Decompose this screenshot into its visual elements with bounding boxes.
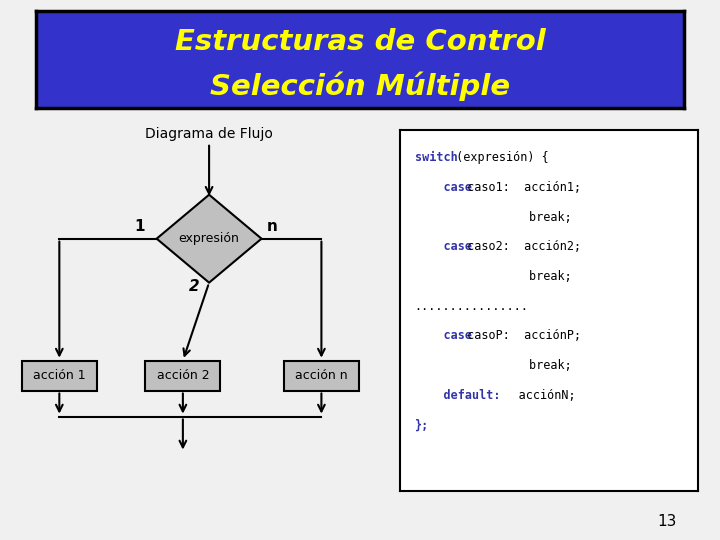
Text: acción n: acción n [295, 369, 348, 382]
Text: case: case [415, 181, 472, 194]
Text: 1: 1 [134, 219, 145, 234]
Text: acciónN;: acciónN; [482, 389, 575, 402]
Text: n: n [267, 219, 278, 234]
FancyBboxPatch shape [284, 361, 359, 390]
Text: caso2:  acción2;: caso2: acción2; [460, 240, 581, 253]
Text: acción 1: acción 1 [33, 369, 86, 382]
Text: };: }; [415, 418, 429, 431]
Text: switch: switch [415, 151, 457, 164]
Text: expresión: expresión [179, 232, 240, 245]
Text: default:: default: [415, 389, 500, 402]
Text: acción 2: acción 2 [156, 369, 210, 382]
FancyBboxPatch shape [145, 361, 220, 390]
FancyBboxPatch shape [22, 361, 96, 390]
Text: ................: ................ [415, 300, 528, 313]
Text: break;: break; [415, 270, 571, 283]
Text: Estructuras de Control: Estructuras de Control [175, 28, 545, 56]
Text: break;: break; [415, 359, 571, 372]
Text: case: case [415, 329, 472, 342]
Text: case: case [415, 240, 472, 253]
Text: (expresión) {: (expresión) { [449, 151, 549, 164]
Polygon shape [157, 195, 261, 282]
Text: 2: 2 [189, 279, 199, 294]
Text: casoP:  acciónP;: casoP: acciónP; [460, 329, 581, 342]
Text: 13: 13 [657, 514, 677, 529]
Text: break;: break; [415, 211, 571, 224]
Text: caso1:  acción1;: caso1: acción1; [460, 181, 581, 194]
Text: Selección Múltiple: Selección Múltiple [210, 72, 510, 102]
Text: Diagrama de Flujo: Diagrama de Flujo [145, 127, 273, 141]
